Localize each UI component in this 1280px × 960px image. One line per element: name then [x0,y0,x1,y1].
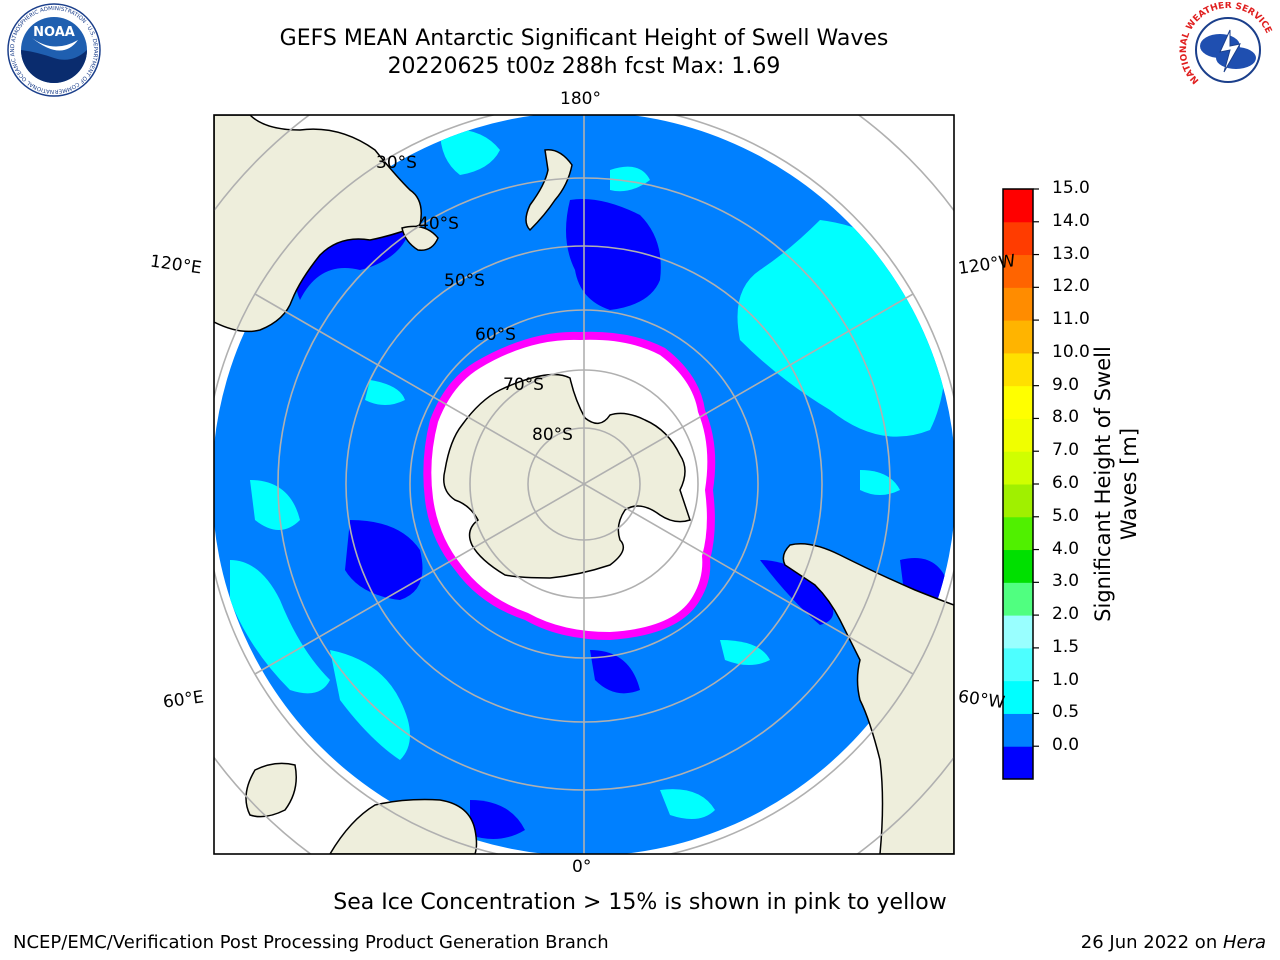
footer-date-text: 26 Jun 2022 on [1080,932,1223,953]
colorbar-segment [1003,680,1033,714]
lat-label-30s: 30°S [376,153,417,173]
lat-label-40s: 40°S [418,214,459,234]
colorbar-segment [1003,451,1033,485]
colorbar-segment [1003,746,1033,780]
nws-logo: NATIONAL WEATHER SERVICE [1179,2,1274,96]
colorbar-tick-label: 3.0 [1052,571,1080,592]
chart-title: GEFS MEAN Antarctic Significant Height o… [279,26,889,51]
colorbar-segment [1003,418,1033,452]
colorbar-segment [1003,189,1033,223]
lat-label-60s: 60°S [475,325,516,345]
colorbar-segment [1003,647,1033,682]
colorbar-segment [1003,320,1033,354]
graticule [214,115,954,854]
colorbar-segment [1003,713,1033,747]
colorbar-tick-label: 0.0 [1052,735,1080,756]
sea-ice-note: Sea Ice Concentration > 15% is shown in … [333,890,947,915]
colorbar-tick-label: 7.0 [1052,440,1080,461]
footer-branch: NCEP/EMC/Verification Post Processing Pr… [13,932,609,953]
colorbar-tick-label: 9.0 [1052,374,1080,395]
colorbar-tick-label: 12.0 [1052,276,1090,297]
colorbar-title: Significant Height of Swell Waves [m] [1091,346,1141,622]
colorbar-tick-label: 5.0 [1052,505,1080,526]
map-frame [213,114,955,855]
colorbar-tick-label: 0.5 [1052,702,1080,723]
colorbar-segment [1003,254,1033,288]
colorbar-segment [1003,385,1033,419]
colorbar-segment [1003,287,1033,321]
colorbar [1002,188,1039,780]
colorbar-segment [1003,484,1033,518]
antarctica-land [443,373,691,579]
colorbar-segment [1003,352,1033,387]
colorbar-tick-label: 4.0 [1052,538,1080,559]
lat-label-70s: 70°S [503,375,544,395]
colorbar-segment [1003,516,1033,551]
lat-label-80s: 80°S [532,425,573,445]
lon-label-180: 180° [560,89,601,109]
colorbar-tick-label: 13.0 [1052,243,1090,264]
noaa-logo: NATIONAL OCEANIC AND ATMOSPHERIC ADMINIS… [2,2,101,97]
colorbar-segment [1003,221,1033,256]
colorbar-segment [1003,615,1033,649]
noaa-logo-text: NOAA [33,25,75,40]
footer-machine: Hera [1222,932,1266,953]
colorbar-tick-label: 2.0 [1052,604,1080,625]
colorbar-tick-label: 8.0 [1052,407,1080,428]
colorbar-segment [1003,582,1033,616]
lat-label-50s: 50°S [444,271,485,291]
lon-label-0: 0° [572,857,592,877]
colorbar-segment [1003,549,1033,583]
colorbar-tick-label: 1.0 [1052,669,1080,690]
colorbar-tick-label: 1.5 [1052,636,1080,657]
colorbar-tick-label: 15.0 [1052,178,1090,198]
colorbar-tick-label: 10.0 [1052,341,1090,362]
colorbar-tick-label: 14.0 [1052,210,1090,231]
colorbar-tick-label: 6.0 [1052,473,1080,493]
colorbar-tick-label: 11.0 [1052,309,1090,330]
footer-date: 26 Jun 2022 on Hera [1081,932,1266,953]
chart-subtitle: 20220625 t00z 288h fcst Max: 1.69 [387,54,781,79]
